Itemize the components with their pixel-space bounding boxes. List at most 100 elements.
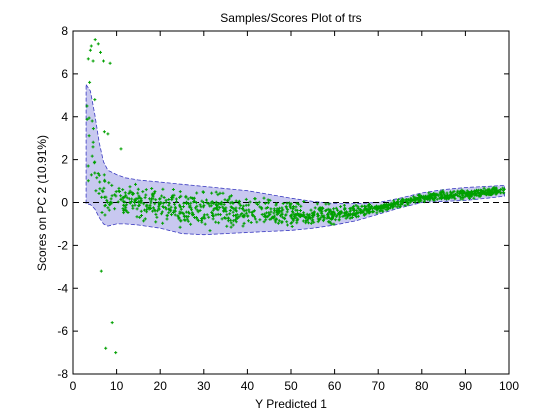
data-point — [339, 210, 343, 214]
data-point — [200, 199, 204, 203]
data-point — [173, 213, 177, 217]
data-point — [274, 220, 278, 224]
data-point — [178, 210, 182, 214]
data-point — [162, 196, 166, 199]
data-point — [239, 213, 243, 217]
data-point — [333, 218, 337, 222]
data-point — [133, 199, 137, 203]
data-point — [256, 203, 260, 206]
data-point — [105, 200, 109, 204]
data-point — [201, 205, 205, 209]
data-point — [185, 217, 189, 221]
data-point — [195, 191, 199, 195]
data-point — [394, 201, 398, 205]
data-point — [409, 198, 413, 202]
data-point — [242, 221, 246, 225]
data-point — [174, 197, 178, 201]
data-point — [142, 202, 146, 206]
data-point — [348, 216, 352, 220]
data-point — [190, 208, 193, 212]
data-point — [324, 202, 328, 206]
data-point — [136, 197, 140, 201]
data-point — [466, 195, 470, 199]
data-point — [278, 209, 282, 213]
data-point — [327, 202, 331, 206]
data-point — [434, 193, 438, 197]
data-point — [399, 200, 403, 204]
data-point — [128, 185, 132, 189]
data-point — [218, 213, 222, 217]
data-point — [316, 220, 320, 224]
data-point — [244, 197, 248, 201]
data-point — [142, 219, 146, 223]
data-point — [187, 205, 191, 209]
data-point — [296, 211, 300, 215]
data-point — [107, 203, 111, 207]
data-point — [444, 197, 448, 201]
data-point — [137, 204, 140, 208]
data-point — [321, 219, 325, 223]
data-point — [139, 209, 143, 213]
data-point — [87, 116, 91, 120]
data-point — [440, 193, 444, 197]
data-point — [216, 208, 220, 212]
data-point — [108, 61, 112, 65]
y-axis-label: Scores on PC 2 (10.91%) — [35, 135, 49, 271]
data-point — [234, 206, 238, 210]
data-point — [266, 201, 270, 205]
data-point — [295, 201, 299, 205]
data-point — [230, 206, 234, 209]
data-point — [352, 208, 355, 212]
data-point — [216, 193, 220, 197]
data-point — [177, 217, 181, 221]
data-point — [350, 213, 354, 217]
data-point — [347, 213, 351, 217]
data-point — [364, 212, 368, 216]
data-point — [99, 269, 103, 273]
data-point — [443, 195, 447, 199]
data-point — [179, 207, 183, 211]
data-point — [214, 206, 218, 210]
data-point — [119, 198, 123, 202]
data-point — [165, 214, 169, 218]
data-point — [453, 193, 457, 197]
data-point — [125, 203, 129, 207]
data-point — [88, 48, 92, 52]
data-point — [391, 203, 395, 206]
y-tick-label: -4 — [57, 281, 68, 295]
data-point — [475, 193, 479, 197]
data-point — [421, 196, 425, 200]
data-point — [123, 191, 127, 195]
data-point — [169, 209, 173, 213]
data-point — [353, 214, 357, 218]
data-point — [105, 198, 109, 202]
data-point — [143, 208, 146, 212]
data-point — [292, 213, 296, 217]
data-point — [229, 225, 233, 229]
data-point — [114, 190, 118, 194]
data-point — [268, 198, 272, 202]
data-point — [116, 200, 120, 204]
data-point — [86, 164, 90, 168]
data-point — [178, 225, 182, 229]
data-point — [205, 213, 209, 217]
data-point — [167, 203, 171, 207]
x-tick-label: 20 — [154, 379, 168, 393]
data-point — [117, 186, 121, 190]
data-point — [241, 207, 245, 211]
data-point — [253, 217, 257, 221]
data-point — [89, 44, 93, 48]
data-point — [355, 209, 359, 213]
data-point — [294, 216, 298, 220]
data-point — [229, 221, 233, 225]
data-point — [502, 187, 506, 191]
data-point — [102, 130, 106, 134]
data-point — [269, 210, 273, 214]
data-point — [184, 194, 188, 198]
data-point — [325, 216, 329, 220]
data-point — [229, 194, 233, 198]
data-point — [464, 192, 468, 196]
data-point — [384, 208, 388, 212]
data-point — [144, 188, 148, 192]
data-point — [262, 196, 266, 200]
